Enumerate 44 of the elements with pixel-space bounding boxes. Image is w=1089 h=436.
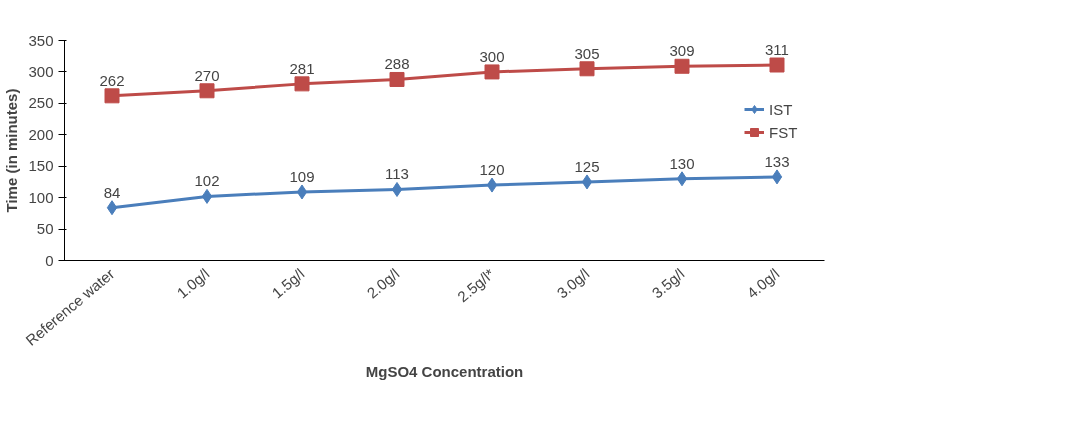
point (296, 184, 308, 200)
data-label: 262 (99, 71, 125, 89)
point (676, 171, 688, 187)
point (201, 188, 213, 204)
point (674, 58, 690, 74)
data-label: 270 (194, 66, 220, 84)
data-label: 102 (194, 172, 220, 190)
y-tick-label: 150 (28, 157, 54, 175)
point (484, 64, 500, 80)
data-label: 300 (479, 47, 505, 65)
point (579, 61, 595, 77)
data-label: 125 (574, 157, 600, 175)
point (294, 76, 310, 92)
y-tick-label: 250 (28, 94, 54, 112)
data-label: 120 (479, 161, 505, 179)
y-tick-label: 300 (28, 62, 54, 80)
data-label: 311 (765, 41, 789, 59)
point (106, 200, 118, 216)
x-axis-title: MgSO4 Concentration (365, 363, 524, 381)
data-label: 309 (669, 42, 695, 60)
point (581, 174, 593, 190)
data-label: 84 (103, 183, 121, 201)
y-tick-label: 100 (28, 188, 54, 206)
point (391, 181, 403, 197)
y-axis-title: Time (in minutes) (3, 88, 21, 213)
point (389, 71, 405, 87)
data-label: 113 (385, 165, 409, 183)
data-label: 130 (669, 154, 695, 172)
data-label: 281 (289, 59, 315, 77)
y-tick-label: 200 (28, 125, 54, 143)
point (771, 169, 783, 185)
legend-label: FST (769, 123, 798, 141)
y-tick-label: 50 (36, 220, 54, 238)
point (199, 83, 215, 99)
data-label: 109 (289, 167, 315, 185)
legend-label: IST (769, 100, 793, 118)
data-label: 133 (764, 152, 790, 170)
y-tick-label: 350 (28, 31, 54, 49)
point (769, 57, 785, 73)
point (486, 177, 498, 193)
data-label: 305 (574, 44, 600, 62)
data-label: 288 (384, 55, 410, 73)
point (104, 88, 120, 104)
y-tick-label: 0 (45, 251, 54, 269)
